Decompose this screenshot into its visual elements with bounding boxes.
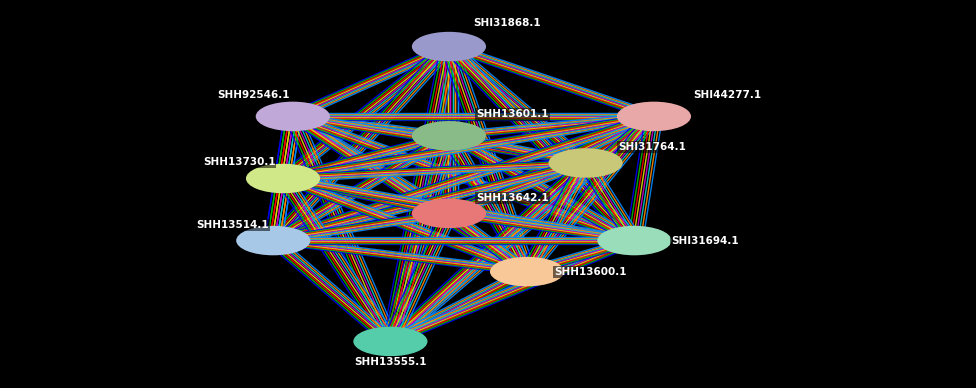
Text: SHH13514.1: SHH13514.1: [196, 220, 268, 230]
Circle shape: [236, 226, 310, 255]
Text: SHH13730.1: SHH13730.1: [203, 157, 275, 167]
Circle shape: [617, 102, 691, 131]
Text: SHI44277.1: SHI44277.1: [693, 90, 761, 100]
Text: SHH13600.1: SHH13600.1: [554, 267, 627, 277]
Text: SHH13555.1: SHH13555.1: [354, 357, 427, 367]
Text: SHH13601.1: SHH13601.1: [476, 109, 549, 120]
Circle shape: [246, 164, 320, 193]
Text: SHI31694.1: SHI31694.1: [671, 236, 739, 246]
Circle shape: [412, 199, 486, 228]
Circle shape: [412, 121, 486, 151]
Circle shape: [549, 148, 623, 178]
Circle shape: [353, 327, 427, 356]
Text: SHH13642.1: SHH13642.1: [476, 193, 549, 203]
Text: SHH92546.1: SHH92546.1: [218, 90, 290, 100]
Circle shape: [597, 226, 671, 255]
Circle shape: [490, 257, 564, 286]
Text: SHI31764.1: SHI31764.1: [618, 142, 686, 152]
Text: SHI31868.1: SHI31868.1: [473, 18, 542, 28]
Circle shape: [412, 32, 486, 61]
Circle shape: [256, 102, 330, 131]
